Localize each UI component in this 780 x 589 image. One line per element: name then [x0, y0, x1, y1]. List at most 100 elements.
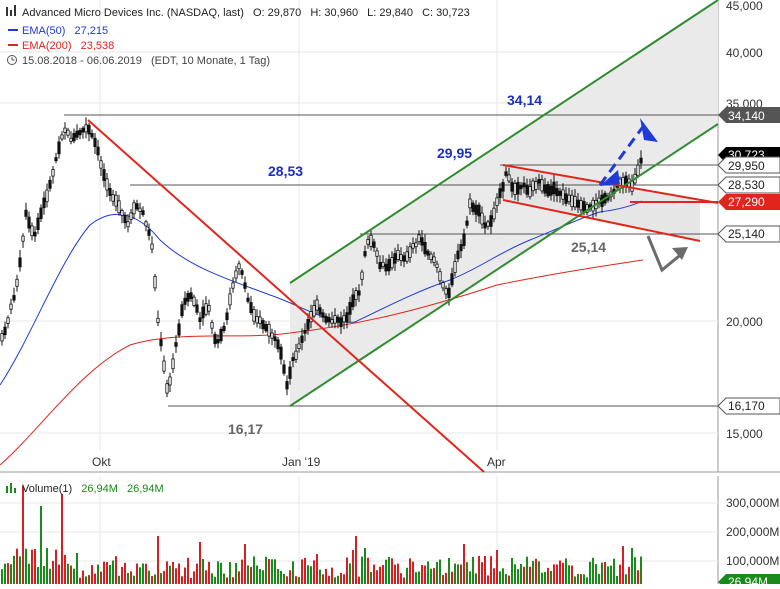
- candle-body: [300, 335, 304, 343]
- volume-bar: [637, 570, 639, 584]
- candle-body: [459, 244, 463, 252]
- svg-text:15.08.2018 - 06.06.2019: 15.08.2018 - 06.06.2019 (EDT, 10 Monate,…: [22, 55, 270, 67]
- candle-body: [384, 263, 388, 272]
- volume-bar: [91, 565, 93, 584]
- candle-body: [285, 381, 289, 390]
- annotation-16-17: 16,17: [228, 421, 263, 437]
- candle-body: [207, 304, 211, 312]
- candle-body: [258, 316, 262, 324]
- candle-body: [489, 215, 493, 227]
- volume-bar: [31, 549, 33, 584]
- price-tag-34140: 34,140: [718, 107, 780, 123]
- candle-body: [75, 130, 79, 138]
- candle-body: [57, 141, 61, 155]
- volume-bar: [37, 567, 39, 584]
- candle-body: [360, 271, 364, 280]
- volume-bar: [106, 562, 108, 584]
- candle-body: [528, 186, 532, 198]
- volume-bar: [16, 548, 18, 584]
- candle-body: [630, 180, 634, 192]
- volume-bar: [136, 563, 138, 584]
- candle-body: [381, 261, 385, 267]
- volume-bar: [196, 563, 198, 584]
- candle-body: [147, 229, 151, 236]
- candle-body: [558, 190, 562, 196]
- volume-bar: [391, 558, 393, 584]
- volume-bar: [595, 564, 597, 584]
- candle-body: [501, 182, 505, 192]
- candle-body: [240, 270, 244, 275]
- downtrend-line: [87, 119, 485, 473]
- candle-body: [156, 317, 160, 323]
- volume-bar: [151, 576, 153, 584]
- volume-bar: [394, 564, 396, 584]
- candle-body: [546, 183, 550, 197]
- volume-bar: [472, 557, 474, 584]
- volume-bar: [607, 566, 609, 584]
- volume-axis-ticks: 300,000M 200,000M 100,000M: [726, 496, 779, 568]
- volume-bar: [121, 566, 123, 584]
- candle-body: [549, 185, 553, 196]
- volume-bar: [340, 572, 342, 584]
- volume-bar: [574, 576, 576, 584]
- candle-body: [261, 320, 265, 330]
- price-axis-ticks: 45,000 40,000 35,000 20,000 15,000: [726, 0, 763, 441]
- volume-bar: [301, 559, 303, 584]
- volume-bar: [547, 567, 549, 584]
- volume-bar: [577, 573, 579, 584]
- candle-body: [201, 306, 205, 319]
- candle-body: [12, 295, 16, 301]
- volume-bar: [508, 575, 510, 584]
- volume-bar: [202, 559, 204, 584]
- candle-body: [33, 231, 37, 237]
- candle-body: [126, 221, 130, 228]
- volume-bar: [403, 577, 405, 584]
- volume-bar: [568, 565, 570, 584]
- volume-bar: [583, 574, 585, 584]
- candle-body: [171, 358, 175, 370]
- svg-text:26,94M: 26,94M: [728, 575, 768, 584]
- candle-body: [330, 319, 334, 324]
- candle-body: [315, 299, 319, 311]
- candle-body: [15, 278, 19, 287]
- candle-body: [255, 315, 259, 324]
- candle-body: [237, 263, 241, 270]
- volume-bar: [211, 573, 213, 584]
- candle-body: [84, 124, 88, 133]
- volume-bar: [427, 561, 429, 584]
- candle-body: [555, 188, 559, 197]
- volume-bar: [523, 566, 525, 584]
- candle-body: [414, 242, 418, 248]
- candle-body: [243, 282, 247, 289]
- volume-bar: [253, 556, 255, 584]
- volume-bar: [178, 563, 180, 584]
- candle-body: [492, 207, 496, 220]
- volume-bar: [532, 560, 534, 584]
- volume-bar: [454, 563, 456, 584]
- candle-body: [222, 325, 226, 331]
- candle-body: [108, 187, 112, 196]
- volume-bar: [256, 565, 258, 584]
- candle-body: [228, 293, 232, 306]
- volume-bar: [214, 576, 216, 584]
- volume-legend: Volume(1) 26,94M 26,94M: [6, 483, 164, 495]
- candle-body: [399, 253, 403, 261]
- volume-bar: [280, 571, 282, 584]
- candle-body: [93, 137, 97, 147]
- time-axis-ticks: Okt Jan '19 Apr: [92, 455, 506, 469]
- x-tick-jan: Jan '19: [282, 455, 321, 469]
- y-tick-15000: 15,000: [726, 427, 763, 441]
- candle-body: [570, 194, 574, 207]
- volume-bar: [337, 575, 339, 584]
- legend-bar-icon: [6, 7, 8, 16]
- candle-body: [144, 221, 148, 227]
- volume-bar: [67, 563, 69, 584]
- volume-bar: [19, 556, 21, 584]
- candle-body: [507, 174, 511, 182]
- candle-body: [345, 312, 349, 323]
- volume-bar: [457, 564, 459, 584]
- volume-bar: [475, 573, 477, 584]
- svg-text:29,950: 29,950: [728, 159, 765, 173]
- volume-bar: [445, 572, 447, 584]
